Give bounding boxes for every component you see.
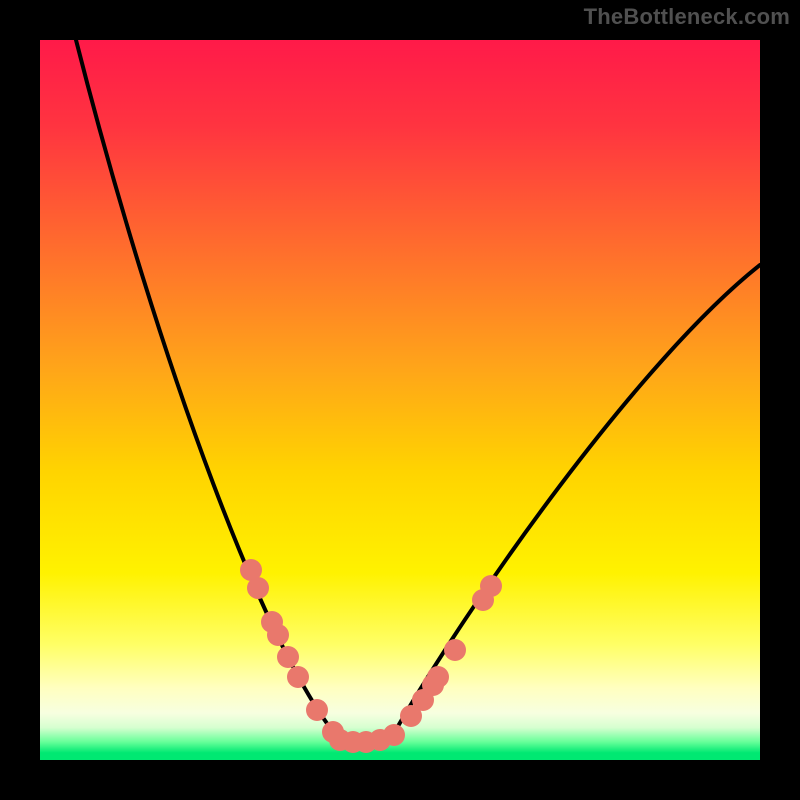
plot-area (40, 40, 760, 760)
gradient-background (40, 40, 760, 760)
marker-dot (247, 577, 269, 599)
marker-dot (306, 699, 328, 721)
marker-dot (287, 666, 309, 688)
watermark-text: TheBottleneck.com (584, 4, 790, 30)
marker-dot (427, 666, 449, 688)
plot-svg (40, 40, 760, 760)
marker-dot (267, 624, 289, 646)
marker-dot (480, 575, 502, 597)
marker-dot (444, 639, 466, 661)
marker-dot (383, 724, 405, 746)
marker-dot (277, 646, 299, 668)
chart-outer: TheBottleneck.com (0, 0, 800, 800)
